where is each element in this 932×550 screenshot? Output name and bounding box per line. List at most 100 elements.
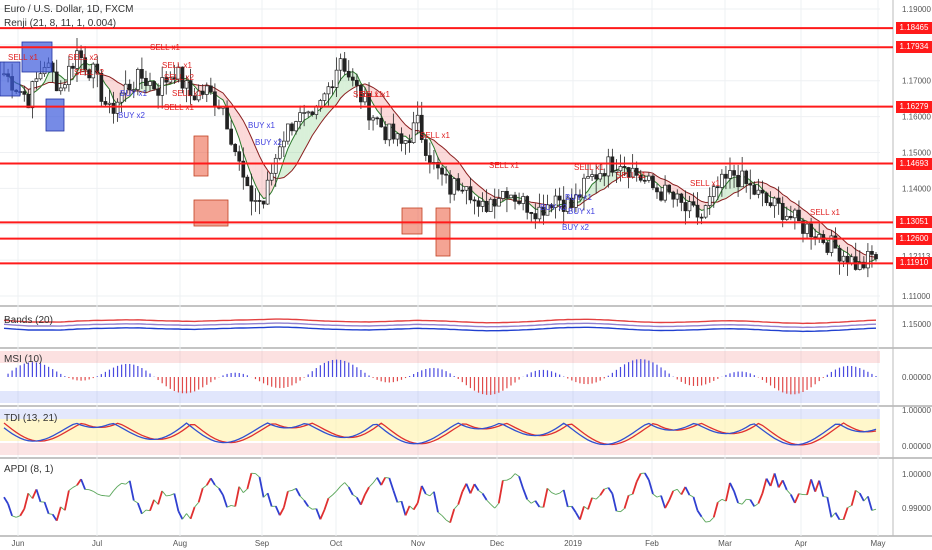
apdi-segment bbox=[279, 507, 285, 516]
candle bbox=[200, 90, 205, 95]
apdi-segment bbox=[518, 476, 524, 490]
candle bbox=[140, 69, 144, 79]
candle bbox=[184, 80, 189, 89]
apdi-segment bbox=[522, 488, 529, 500]
apdi-segment bbox=[754, 503, 759, 507]
apdi-segment bbox=[680, 486, 687, 496]
candle bbox=[630, 167, 635, 178]
apdi-segment bbox=[238, 486, 244, 493]
band-line bbox=[3, 318, 877, 325]
ma-cloud bbox=[588, 184, 593, 199]
apdi-segment bbox=[749, 499, 756, 507]
apdi-segment bbox=[712, 501, 719, 518]
apdi-segment bbox=[51, 513, 58, 522]
apdi-segment bbox=[7, 503, 13, 517]
candle bbox=[549, 204, 554, 208]
signal-zone bbox=[0, 61, 21, 97]
ma-cloud bbox=[474, 181, 479, 197]
candle bbox=[521, 196, 525, 204]
candle bbox=[355, 79, 359, 86]
time-tick-label: Apr bbox=[795, 539, 808, 548]
signal-zone bbox=[435, 207, 451, 257]
apdi-segment bbox=[11, 515, 17, 518]
candle bbox=[748, 183, 753, 186]
ma-cloud bbox=[198, 85, 203, 93]
apdi-segment bbox=[611, 493, 618, 512]
candle bbox=[314, 106, 319, 115]
apdi-segment bbox=[814, 480, 821, 492]
candle bbox=[241, 160, 246, 178]
candle bbox=[857, 261, 862, 270]
signal-zone bbox=[401, 207, 423, 235]
ma-cloud bbox=[296, 126, 301, 166]
candle bbox=[801, 220, 805, 234]
tdi-mid-zone bbox=[0, 419, 880, 441]
apdi-segment bbox=[684, 486, 691, 496]
candle bbox=[310, 111, 315, 115]
time-tick-label: Mar bbox=[718, 539, 732, 548]
candle bbox=[715, 186, 720, 188]
ma-cloud bbox=[369, 85, 374, 104]
price-tick-label: 1.15000 bbox=[902, 149, 931, 158]
ma-cloud bbox=[778, 190, 783, 206]
candle bbox=[610, 156, 615, 173]
ma-cloud bbox=[344, 72, 349, 94]
candle bbox=[760, 189, 765, 194]
apdi-segment bbox=[453, 504, 459, 510]
apdi-segment bbox=[149, 499, 155, 512]
apdi-segment bbox=[218, 487, 224, 496]
candle bbox=[776, 197, 781, 204]
apdi-segment bbox=[867, 496, 873, 511]
candle bbox=[553, 195, 558, 208]
apdi-segment bbox=[806, 479, 812, 495]
ma-cloud bbox=[721, 184, 726, 200]
candle bbox=[837, 247, 842, 262]
apdi-segment bbox=[620, 508, 625, 513]
apdi-segment bbox=[871, 508, 877, 511]
candle bbox=[468, 186, 473, 201]
apdi-segment bbox=[725, 482, 731, 502]
candle bbox=[768, 202, 773, 207]
candle bbox=[87, 69, 92, 79]
candle bbox=[225, 106, 229, 130]
apdi-segment bbox=[255, 473, 260, 478]
candle bbox=[54, 71, 59, 92]
apdi-segment bbox=[441, 515, 447, 521]
apdi-segment bbox=[210, 477, 216, 486]
tdi-lower-zone bbox=[0, 443, 880, 455]
ma-cloud bbox=[531, 202, 536, 209]
candle bbox=[517, 201, 521, 204]
ma-cloud bbox=[725, 179, 730, 199]
candle bbox=[655, 187, 659, 193]
candle bbox=[764, 192, 769, 204]
apdi-segment bbox=[344, 482, 350, 488]
apdi-segment bbox=[43, 501, 50, 515]
ma-cloud bbox=[377, 90, 382, 116]
candle bbox=[687, 201, 692, 212]
candle bbox=[756, 189, 761, 195]
level-price-tag: 1.18465 bbox=[896, 22, 932, 35]
tdi-tick-label: 0.00000 bbox=[902, 442, 931, 451]
apdi-segment bbox=[186, 513, 191, 520]
candle bbox=[282, 140, 286, 148]
candle bbox=[58, 87, 63, 92]
apdi-segment bbox=[347, 486, 354, 496]
apdi-segment bbox=[737, 502, 743, 505]
apdi-segment bbox=[340, 482, 345, 487]
apdi-segment bbox=[842, 507, 849, 520]
ma-cloud bbox=[113, 79, 118, 105]
ma-cloud bbox=[592, 181, 597, 196]
apdi-segment bbox=[197, 487, 204, 503]
apdi-segment bbox=[392, 490, 399, 503]
candle bbox=[342, 58, 347, 72]
apdi-segment bbox=[307, 506, 313, 510]
apdi-segment bbox=[717, 498, 723, 503]
candle bbox=[582, 177, 586, 198]
apdi-segment bbox=[397, 500, 402, 503]
signal-label: SELL x1 bbox=[150, 43, 180, 52]
candle bbox=[622, 166, 627, 168]
candle bbox=[38, 73, 43, 80]
ma-cloud bbox=[336, 79, 341, 105]
apdi-segment bbox=[834, 512, 841, 521]
